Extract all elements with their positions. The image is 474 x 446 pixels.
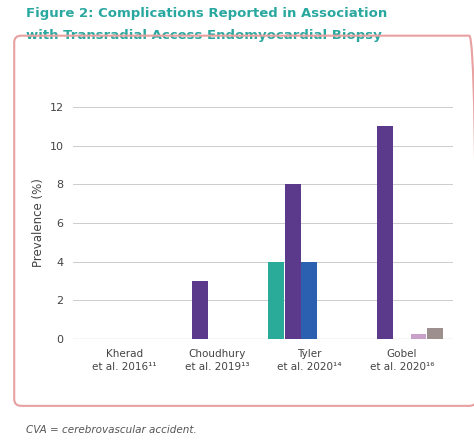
Bar	[268, 262, 284, 339]
Y-axis label: Prevalence (%): Prevalence (%)	[32, 178, 46, 268]
Bar	[285, 184, 301, 339]
Bar	[427, 328, 443, 339]
Text: with Transradial Access Endomyocardial Biopsy: with Transradial Access Endomyocardial B…	[26, 29, 382, 42]
Text: Figure 2: Complications Reported in Association: Figure 2: Complications Reported in Asso…	[26, 7, 387, 20]
Text: CVA = cerebrovascular accident.: CVA = cerebrovascular accident.	[26, 425, 197, 435]
Bar	[301, 262, 317, 339]
Bar	[377, 126, 393, 339]
Bar	[192, 281, 208, 339]
Bar	[410, 334, 426, 339]
